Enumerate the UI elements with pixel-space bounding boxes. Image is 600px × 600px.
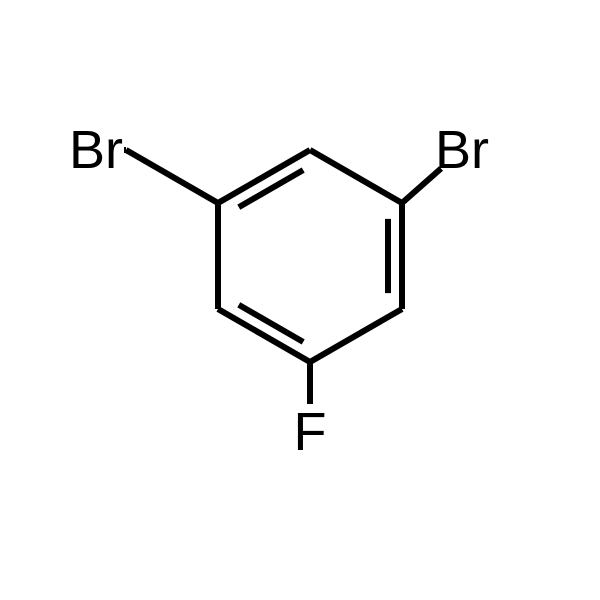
atom-label-br: Br xyxy=(435,120,489,180)
bond-line xyxy=(310,309,402,362)
atom-label-f: F xyxy=(294,402,327,462)
atom-label-br: Br xyxy=(69,120,123,180)
bond-line xyxy=(126,150,218,203)
bonds-layer xyxy=(124,150,441,404)
molecule-diagram: Br Br F xyxy=(0,0,600,600)
bond-line xyxy=(310,150,402,203)
